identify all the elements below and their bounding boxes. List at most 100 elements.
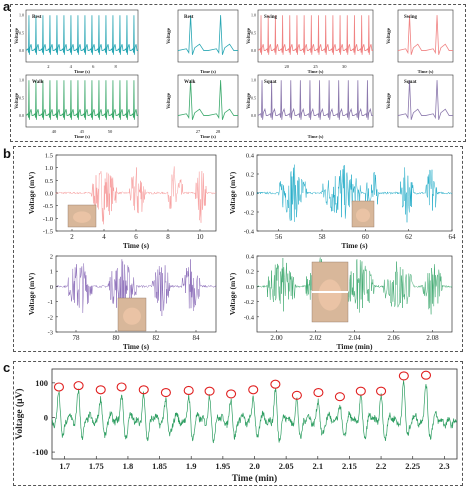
y-tick-label: 0.0 — [246, 191, 254, 198]
ecg-trace-a-rest-zoom — [177, 15, 238, 55]
peak-marker-5 — [138, 385, 149, 395]
y-axis-label: Voltage — [15, 92, 20, 109]
x-tick-label: 1.85 — [152, 461, 167, 471]
x-tick-label: 2.06 — [387, 334, 400, 342]
panel-c-frame — [13, 361, 463, 486]
plot-title: Rest — [32, 15, 42, 20]
x-tick-label: 2.02 — [309, 334, 322, 342]
x-tick-label: 78 — [73, 334, 81, 342]
peak-marker-8 — [204, 386, 215, 396]
hand-fist-photo-icon — [67, 204, 97, 228]
x-tick-label: 4 — [70, 64, 73, 69]
y-tick-label: 1.5 — [45, 153, 53, 160]
y-axis-label: Voltage (mV) — [27, 171, 36, 214]
panel-label-a: a — [3, 0, 11, 14]
ecg-trace-a-swing-long — [257, 15, 373, 55]
x-tick-label: 8 — [166, 233, 170, 241]
plot-b-thumb: 56 58 60 62 64 -0.4 -0.2 0.0 0.2 0.4 Time (s) Volta… — [228, 153, 456, 251]
peak-marker-13 — [313, 387, 324, 398]
x-tick-label: 25 — [313, 64, 318, 69]
ecg-trace-a-squat-zoom — [397, 80, 453, 120]
y-tick-label: 0 — [44, 412, 48, 422]
x-tick-label: 1.95 — [215, 461, 230, 471]
y-tick-label: 0.2 — [246, 269, 254, 276]
y-tick-label: -1 — [48, 299, 53, 306]
plot-a-walk-long: Walk Voltage 0.0 0.5 1.0 40 45 50 Time (s) — [15, 74, 139, 139]
y-tick-label: -0.4 — [244, 229, 255, 236]
plot-b-palm: 78 80 82 84 -3 -2 -1 0 1 2 Time (s) Voltage (mV) — [27, 254, 217, 351]
y-tick-label: 0.5 — [19, 30, 24, 35]
y-tick-label: -0.5 — [43, 203, 53, 210]
y-tick-label: -2 — [48, 314, 53, 321]
y-tick-label: 0.0 — [19, 48, 24, 53]
plot-c-pulse: 1.7 1.75 1.8 1.85 1.9 1.95 2.0 2.05 2.1 2.15 2.2 2.… — [14, 368, 458, 484]
peak-marker-18 — [420, 370, 432, 380]
x-tick-label: 6 — [92, 64, 95, 69]
ecg-trace-a-rest-long — [25, 15, 138, 55]
x-tick-label: 45 — [80, 129, 85, 134]
x-tick-label: 2.3 — [439, 461, 450, 471]
x-axis-label: Time (s) — [341, 241, 368, 250]
x-tick-label: 80 — [113, 334, 121, 342]
x-tick-label: 20 — [285, 64, 290, 69]
y-axis-label: Voltage — [247, 27, 252, 44]
y-tick-label: -1.0 — [43, 216, 53, 223]
x-tick-label: 2.2 — [376, 461, 387, 471]
x-tick-label: 30 — [342, 64, 347, 69]
x-tick-label: 58 — [319, 233, 327, 241]
x-tick-label: 10 — [197, 233, 205, 241]
x-tick-label: 2.05 — [279, 461, 294, 471]
y-tick-label: 1.0 — [19, 78, 24, 83]
y-tick-label: 1.0 — [251, 78, 256, 83]
emg-trace-b-fist — [55, 166, 217, 225]
peak-marker-1 — [53, 382, 65, 392]
y-tick-label: 1.0 — [45, 165, 53, 172]
y-tick-label: 0 — [50, 284, 53, 291]
x-tick-label: 62 — [405, 233, 413, 241]
y-axis-label: Voltage — [167, 92, 172, 109]
x-axis-label: Time (s) — [123, 342, 150, 351]
plot-title: Swing — [264, 15, 278, 20]
panel-a-frame — [10, 4, 466, 142]
hand-shape — [123, 307, 141, 325]
plot-title: Walk — [184, 80, 196, 85]
y-tick-label: 0.5 — [19, 95, 24, 100]
plot-title: Walk — [32, 80, 44, 85]
y-tick-label: 0.5 — [251, 30, 256, 35]
ecg-trace-a-walk-zoom — [177, 80, 238, 120]
x-axis-label: Time (s) — [74, 134, 90, 139]
x-tick-label: 60 — [362, 233, 370, 241]
plot-title: Squat — [264, 80, 277, 85]
y-tick-label: -0.2 — [244, 210, 254, 217]
y-tick-label: 100 — [35, 378, 48, 388]
peak-marker-2 — [73, 381, 84, 391]
y-tick-label: 0.0 — [19, 113, 24, 118]
x-tick-label: 2.25 — [405, 461, 420, 471]
x-tick-label: 28 — [216, 129, 221, 134]
x-tick-label: 64 — [449, 233, 457, 241]
x-tick-label: 50 — [108, 129, 113, 134]
peak-marker-7 — [183, 385, 194, 396]
x-tick-label: 1.7 — [59, 461, 70, 471]
x-tick-label: 1.75 — [89, 461, 104, 471]
y-tick-label: 0.0 — [251, 48, 256, 53]
peak-marker-6 — [160, 387, 171, 398]
x-axis-label: Time (s) — [74, 69, 90, 74]
x-axis-label: Time (min) — [232, 473, 277, 484]
y-tick-label: 0.2 — [246, 172, 254, 179]
emg-trace-b-thumb — [256, 164, 453, 223]
x-axis-label: Time (min) — [337, 342, 373, 351]
pulse-trace — [51, 380, 458, 444]
peak-marker-9 — [226, 389, 237, 399]
y-axis-label: Voltage — [247, 92, 252, 109]
x-tick-label: 27 — [196, 129, 201, 134]
plot-b-flip: 2.00 2.02 2.04 2.06 2.08 -0.4 -0.2 0.0 0.2 0.4 Tim… — [228, 254, 453, 351]
x-tick-label: 2.1 — [312, 461, 323, 471]
y-tick-label: -1.5 — [43, 229, 53, 236]
y-axis-label: Voltage (μV) — [14, 388, 25, 439]
x-tick-label: 84 — [193, 334, 201, 342]
x-tick-label: 82 — [153, 334, 161, 342]
plot-a-squat-long: Squat Voltage 0.0 0.5 1.0 Time (s) — [247, 74, 374, 139]
x-axis-label: Time (s) — [200, 134, 216, 139]
